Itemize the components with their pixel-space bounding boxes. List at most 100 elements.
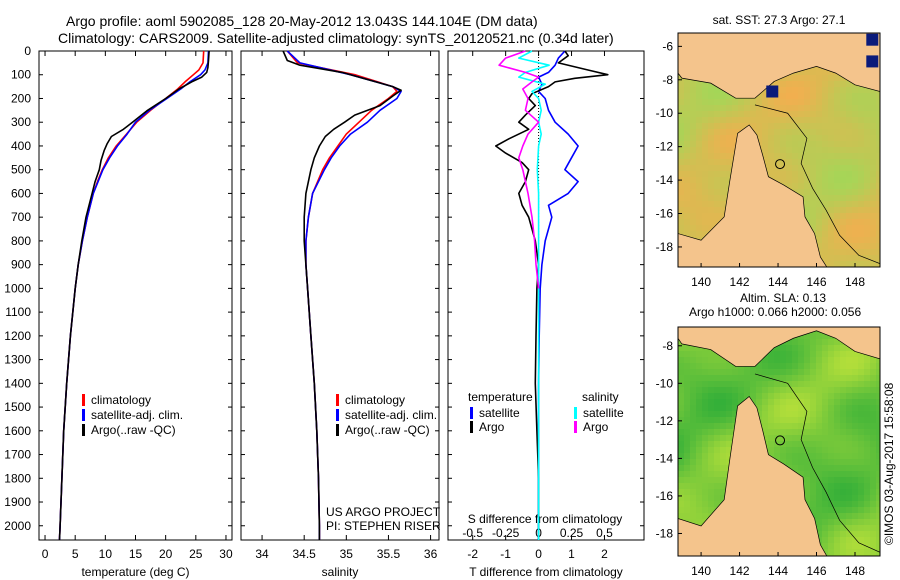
- field-cell: [858, 105, 864, 111]
- field-cell: [876, 453, 880, 459]
- field-cell: [864, 417, 870, 423]
- field-cell: [804, 369, 810, 375]
- field-cell: [822, 81, 828, 87]
- field-cell: [870, 483, 876, 489]
- field-cell: [846, 225, 852, 231]
- salinity-axes-frame: [240, 50, 440, 541]
- field-cell: [846, 471, 852, 477]
- field-cell: [876, 111, 880, 117]
- field-cell: [858, 243, 864, 249]
- field-cell: [792, 459, 798, 465]
- s-tick-label: 0.25: [560, 526, 584, 540]
- field-cell: [684, 159, 690, 165]
- field-cell: [810, 159, 816, 165]
- field-cell: [864, 207, 870, 213]
- field-cell: [696, 405, 702, 411]
- field-cell: [822, 135, 828, 141]
- field-cell: [720, 201, 726, 207]
- field-cell: [834, 513, 840, 519]
- field-cell: [840, 363, 846, 369]
- field-cell: [762, 357, 768, 363]
- field-cell: [876, 513, 880, 519]
- field-cell: [714, 375, 720, 381]
- field-cell: [846, 519, 852, 525]
- field-cell: [846, 489, 852, 495]
- field-cell: [786, 141, 792, 147]
- field-cell: [810, 363, 816, 369]
- field-cell: [786, 177, 792, 183]
- field-cell: [858, 195, 864, 201]
- field-cell: [690, 435, 696, 441]
- field-cell: [774, 153, 780, 159]
- field-cell: [816, 93, 822, 99]
- field-cell: [852, 429, 858, 435]
- s-tick-label: 0.5: [596, 526, 613, 540]
- field-cell: [708, 123, 714, 129]
- field-cell: [708, 363, 714, 369]
- field-cell: [678, 447, 684, 453]
- field-cell: [870, 501, 876, 507]
- field-cell: [726, 129, 732, 135]
- field-cell: [804, 447, 810, 453]
- field-cell: [780, 405, 786, 411]
- field-cell: [822, 525, 828, 531]
- field-cell: [684, 453, 690, 459]
- depth-tick-label: 1500: [4, 400, 31, 414]
- x-tick-label: 10: [99, 547, 113, 561]
- field-cell: [726, 423, 732, 429]
- field-cell: [822, 75, 828, 81]
- field-cell: [708, 375, 714, 381]
- field-cell: [714, 363, 720, 369]
- field-cell: [858, 489, 864, 495]
- field-cell: [690, 153, 696, 159]
- field-cell: [792, 369, 798, 375]
- field-cell: [780, 159, 786, 165]
- field-cell: [684, 483, 690, 489]
- field-cell: [840, 201, 846, 207]
- field-cell: [828, 387, 834, 393]
- field-cell: [696, 465, 702, 471]
- field-cell: [858, 399, 864, 405]
- field-cell: [678, 381, 684, 387]
- field-cell: [798, 87, 804, 93]
- field-cell: [852, 111, 858, 117]
- field-cell: [822, 465, 828, 471]
- field-cell: [864, 189, 870, 195]
- legend-label: satellite: [479, 406, 520, 420]
- field-cell: [834, 453, 840, 459]
- field-cell: [690, 423, 696, 429]
- field-cell: [816, 513, 822, 519]
- argo-position-marker: [775, 435, 786, 446]
- legend-label: Argo(..raw -QC): [91, 423, 176, 437]
- field-cell: [684, 405, 690, 411]
- field-cell: [768, 411, 774, 417]
- field-cell: [876, 381, 880, 387]
- field-cell: [684, 429, 690, 435]
- field-cell: [762, 411, 768, 417]
- field-cell: [804, 69, 810, 75]
- field-cell: [834, 171, 840, 177]
- field-cell: [852, 387, 858, 393]
- field-cell: [816, 159, 822, 165]
- field-cell: [696, 387, 702, 393]
- sla-map-title-1: Altim. SLA: 0.13: [740, 291, 826, 305]
- field-cell: [798, 141, 804, 147]
- field-cell: [678, 171, 684, 177]
- field-cell: [822, 363, 828, 369]
- field-cell: [786, 417, 792, 423]
- field-cell: [870, 459, 876, 465]
- field-cell: [876, 159, 880, 165]
- field-cell: [678, 219, 684, 225]
- lon-tick-label: 148: [845, 275, 865, 289]
- field-cell: [744, 105, 750, 111]
- field-cell: [696, 111, 702, 117]
- field-cell: [870, 219, 876, 225]
- field-cell: [834, 525, 840, 531]
- field-cell: [846, 213, 852, 219]
- field-cell: [798, 189, 804, 195]
- field-cell: [870, 363, 876, 369]
- field-cell: [768, 123, 774, 129]
- field-cell: [702, 141, 708, 147]
- lat-tick-label: -6: [662, 39, 673, 53]
- field-cell: [828, 99, 834, 105]
